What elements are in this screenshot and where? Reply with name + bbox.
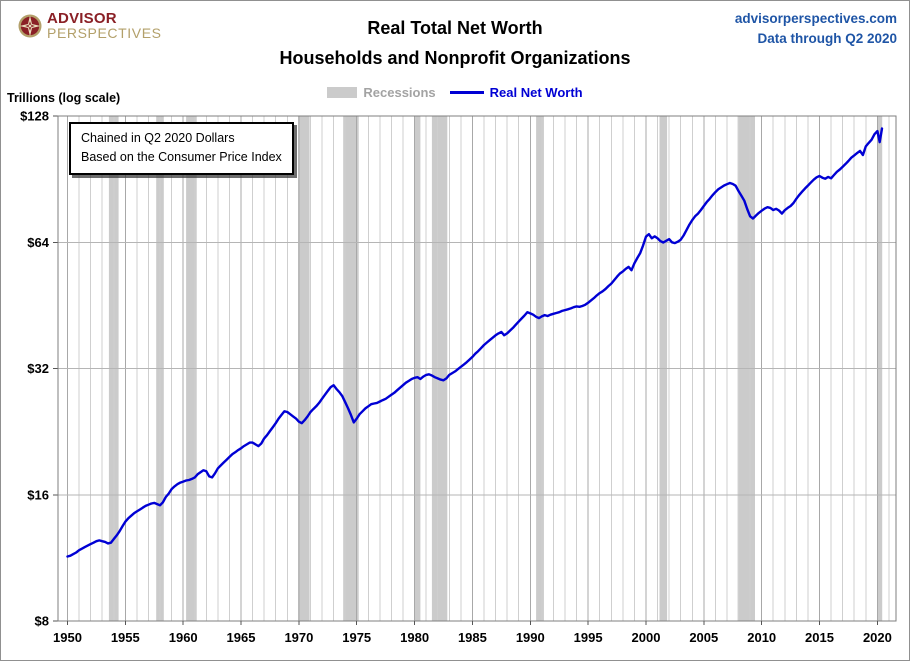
- site-link-text[interactable]: advisorperspectives.com: [734, 11, 897, 26]
- x-tick-label: 2015: [805, 630, 834, 645]
- x-tick-label: 2010: [747, 630, 776, 645]
- x-tick-label: 1950: [53, 630, 82, 645]
- chart-title-line2: Households and Nonprofit Organizations: [279, 48, 631, 68]
- header-right: advisorperspectives.com Data through Q2 …: [735, 9, 897, 49]
- logo-word-perspectives: PERSPECTIVES: [47, 25, 162, 41]
- y-tick-label: $64: [27, 235, 49, 250]
- data-through-label: Data through Q2 2020: [757, 31, 897, 46]
- site-link[interactable]: advisorperspectives.com: [735, 9, 897, 29]
- x-tick-label: 1990: [516, 630, 545, 645]
- y-tick-label: $128: [20, 109, 49, 124]
- x-tick-label: 1975: [342, 630, 371, 645]
- x-tick-label: 2005: [689, 630, 718, 645]
- x-tick-label: 1955: [111, 630, 140, 645]
- x-tick-label: 1995: [574, 630, 603, 645]
- chart-title: Real Total Net Worth Households and Nonp…: [1, 13, 909, 73]
- x-tick-label: 1970: [284, 630, 313, 645]
- chart-title-line1: Real Total Net Worth: [367, 18, 543, 38]
- x-tick-label: 1980: [400, 630, 429, 645]
- net-worth-line: [66, 127, 884, 558]
- x-tick-label: 1965: [227, 630, 256, 645]
- x-tick-label: 2000: [632, 630, 661, 645]
- y-tick-label: $32: [27, 361, 49, 376]
- logo-word-advisor: ADVISOR: [47, 10, 117, 27]
- logo-text: ADVISOR PERSPECTIVES: [47, 11, 162, 41]
- y-axis-unit-label: Trillions (log scale): [7, 91, 121, 105]
- y-tick-label: $8: [35, 614, 49, 629]
- compass-icon: [17, 13, 43, 39]
- y-tick-label: $16: [27, 487, 49, 502]
- annotation-box: Chained in Q2 2020 Dollars Based on the …: [69, 122, 294, 175]
- annotation-line1: Chained in Q2 2020 Dollars: [81, 131, 235, 145]
- annotation-line2: Based on the Consumer Price Index: [81, 150, 282, 164]
- advisor-perspectives-logo: ADVISOR PERSPECTIVES: [17, 11, 162, 41]
- x-tick-label: 1960: [169, 630, 198, 645]
- x-tick-label: 1985: [458, 630, 487, 645]
- x-tick-label: 2020: [863, 630, 892, 645]
- plot-border: [57, 115, 897, 622]
